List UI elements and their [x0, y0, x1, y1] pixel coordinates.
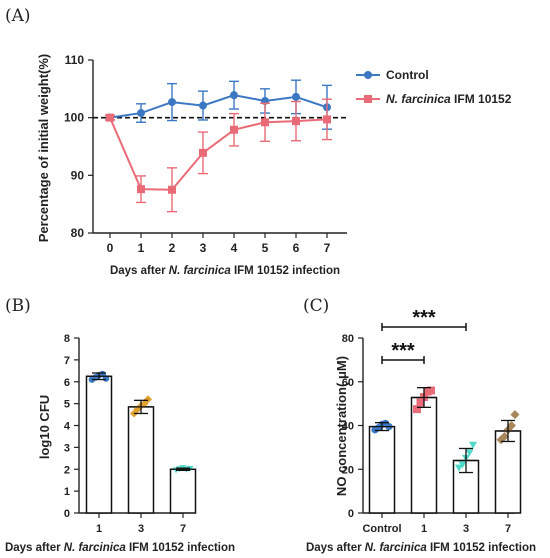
panel-a-y-tick-label: 100: [64, 111, 84, 125]
C-data-point: [427, 386, 435, 395]
series-1-point: [292, 117, 300, 126]
series-1-point: [261, 118, 269, 127]
B-x-tick-label: 1: [96, 523, 102, 535]
series-1-point: [199, 148, 207, 157]
B-y-tick-label: 5: [64, 399, 70, 411]
panel-a-x-axis-label: Days after N. farcinica IFM 10152 infect…: [110, 265, 340, 277]
legend-entry-0: Control: [386, 68, 429, 82]
C-y-tick-label: 0: [348, 508, 354, 520]
B-y-tick-label: 7: [64, 355, 70, 367]
panel-a-legend: Control N. farcinica IFM 10152: [356, 68, 512, 106]
panel-b-label: (B): [5, 296, 31, 316]
B-data-point: [144, 395, 152, 404]
C-data-point: [455, 464, 463, 472]
series-0-point: [199, 101, 207, 110]
series-0-point: [230, 91, 238, 100]
B-bar: [169, 468, 197, 514]
C-y-tick-label: 60: [342, 377, 354, 389]
panel-a-y-axis-label: Percentage of initial weight(%): [36, 54, 51, 243]
C-data-point: [458, 461, 467, 469]
panel-a-x-tick-label: 0: [107, 241, 114, 255]
panel-b-y-axis-label: log10 CFU: [37, 395, 52, 459]
C-x-tick-label: 1: [421, 523, 427, 535]
panel-a-axes: 80 90 100 110 0 1 2 3 4 5 6 7: [64, 53, 347, 255]
panel-b: (B) 0 1 2 3 4 5 6 7 8 1 3 7 log10 CFU Days after N.…: [5, 296, 235, 554]
series-0-line: [109, 94, 328, 119]
B-bar: [127, 406, 155, 514]
B-y-tick-label: 0: [64, 508, 70, 520]
series-0-point: [137, 109, 145, 118]
legend-entry-text: IFM 10152: [451, 92, 512, 106]
panel-b-x-axis-label: Days after N. farcinica IFM 10152 infect…: [5, 542, 235, 554]
C-bar: [494, 430, 522, 514]
panel-a-label: (A): [5, 6, 31, 26]
B-y-tick-label: 8: [64, 333, 70, 345]
panel-a-marks: [105, 79, 332, 213]
C-data-point: [500, 431, 509, 441]
legend-entry-italic: N. farcinica: [386, 92, 451, 106]
B-y-tick-label: 2: [64, 464, 70, 476]
C-x-tick-label: 7: [505, 523, 511, 535]
C-y-tick-label: 40: [342, 421, 354, 433]
panel-c-x-axis-label: Days after N. farcinica IFM 10152 infect…: [306, 542, 536, 554]
panel-c-label: (C): [303, 296, 329, 316]
series-1-point: [106, 113, 114, 122]
C-significance-label: ***: [391, 340, 415, 362]
B-x-tick-label: 3: [138, 523, 144, 535]
C-data-point: [507, 421, 516, 430]
series-0-point: [168, 98, 176, 107]
C-data-point: [510, 410, 520, 420]
panel-a-x-tick-label: 2: [169, 241, 176, 255]
C-data-point: [413, 405, 421, 414]
B-x-tick-label: 7: [180, 523, 186, 535]
panel-c-marks: *** ***: [368, 307, 522, 514]
panel-a-y-tick-label: 90: [71, 168, 85, 182]
panel-a: (A) 80 90 100 110 0 1 2 3 4 5 6 7 Percentage of ini…: [5, 6, 512, 277]
legend-marker: [364, 95, 372, 103]
panel-a-x-tick-label: 1: [138, 241, 145, 255]
panel-a-x-tick-label: 6: [293, 241, 300, 255]
C-y-tick-label: 80: [342, 333, 354, 345]
C-bar: [410, 396, 438, 514]
C-bar: [368, 425, 396, 514]
C-significance-label: ***: [412, 307, 436, 329]
C-x-tick-label: 3: [463, 523, 469, 535]
C-x-tick-label: Control: [362, 523, 401, 535]
panel-c-y-axis-label: NO concentration( μM): [334, 356, 349, 496]
panel-a-x-tick-label: 3: [200, 241, 207, 255]
B-y-tick-label: 4: [64, 421, 71, 433]
panel-a-x-tick-label: 7: [324, 241, 331, 255]
C-data-point: [416, 398, 425, 407]
B-y-tick-label: 1: [64, 486, 70, 498]
legend-entry-text: Control: [386, 68, 429, 82]
panel-a-y-tick-label: 110: [65, 53, 85, 67]
panel-a-y-tick-label: 80: [71, 226, 85, 240]
C-data-point: [465, 449, 474, 457]
panel-b-marks: [85, 370, 197, 514]
series-1-line: [109, 117, 328, 191]
B-y-tick-label: 3: [64, 442, 70, 454]
series-1-point: [230, 125, 238, 134]
panel-c-axes: 0 20 40 60 80 Control 1 3 7: [342, 333, 515, 535]
C-data-point: [469, 441, 477, 449]
B-y-tick-label: 6: [64, 377, 70, 389]
legend-entry-1: N. farcinica IFM 10152: [386, 92, 512, 106]
series-1-point: [168, 185, 176, 194]
series-1-point: [137, 185, 145, 194]
series-1-point: [323, 115, 331, 124]
panel-a-x-tick-label: 4: [231, 241, 238, 255]
B-bar: [85, 375, 113, 514]
C-y-tick-label: 20: [342, 464, 354, 476]
panel-b-axes: 0 1 2 3 4 5 6 7 8 1 3 7: [64, 333, 186, 535]
panel-a-x-tick-label: 5: [262, 241, 269, 255]
panel-c: (C) 0 20 40 60 80 Control 1 3 7 *** *** NO concen…: [303, 296, 536, 554]
legend-marker: [364, 71, 372, 79]
series-0-point: [292, 92, 300, 101]
